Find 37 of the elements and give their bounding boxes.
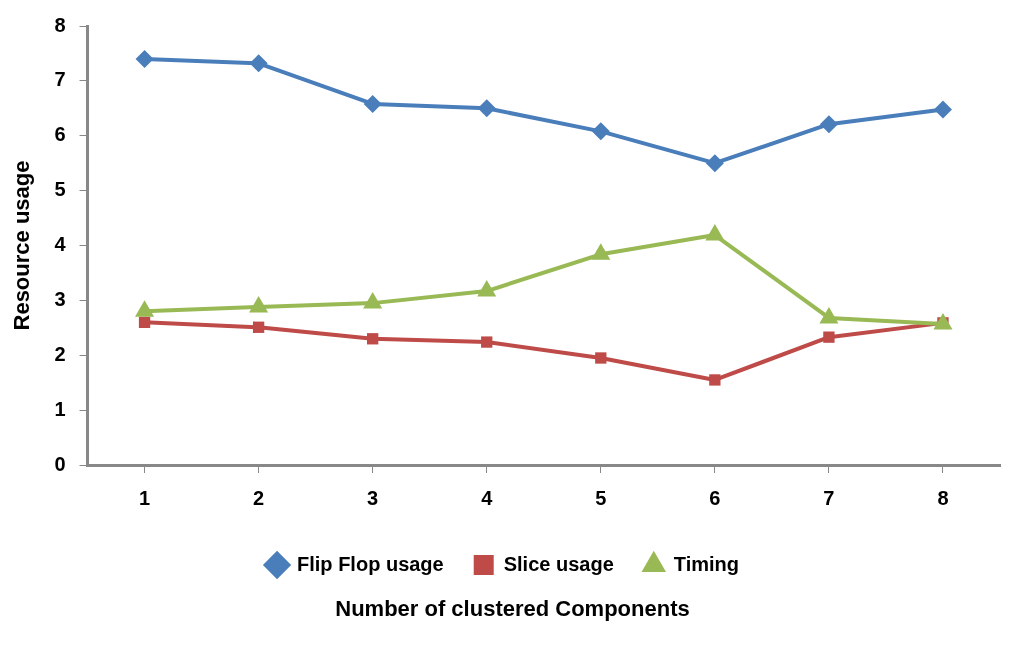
- point: [138, 316, 151, 328]
- x-axis-title: Number of clustered Components: [334, 596, 691, 622]
- y-tick-label: 1: [54, 397, 66, 420]
- y-tick-label: 2: [54, 342, 66, 365]
- point: [481, 336, 493, 348]
- y-tick-label: 0: [54, 452, 66, 475]
- x-tick-label: 2: [253, 486, 265, 509]
- x-tick-label: 5: [595, 486, 607, 509]
- point: [591, 122, 610, 141]
- x-tick-label: 8: [937, 486, 949, 509]
- point: [135, 49, 154, 68]
- x-tick-label: 1: [138, 486, 151, 509]
- y-axis-title: Resource usage: [9, 160, 35, 331]
- y-tick-label: 7: [54, 68, 66, 91]
- y-tick-label: 3: [54, 287, 66, 310]
- x-tick-label: 6: [709, 486, 721, 509]
- y-tick-label: 4: [54, 233, 67, 256]
- x-tick-label: 3: [367, 486, 379, 509]
- legend-label: Slice usage: [503, 552, 614, 575]
- point: [823, 331, 835, 343]
- point: [933, 100, 952, 119]
- point: [252, 321, 265, 333]
- y-tick-label: 6: [54, 123, 66, 146]
- point: [595, 352, 607, 364]
- point: [477, 99, 496, 118]
- y-tick-label: 8: [54, 13, 66, 36]
- point: [363, 94, 382, 113]
- point: [819, 115, 838, 134]
- x-tick-label: 7: [823, 486, 835, 509]
- legend-label: Timing: [673, 552, 739, 575]
- y-tick-label: 5: [54, 178, 66, 201]
- point: [249, 54, 268, 73]
- point: [709, 374, 721, 386]
- point: [705, 154, 724, 173]
- legend-label: Flip Flop usage: [297, 552, 444, 575]
- point: [367, 333, 379, 345]
- x-tick-label: 4: [481, 486, 494, 509]
